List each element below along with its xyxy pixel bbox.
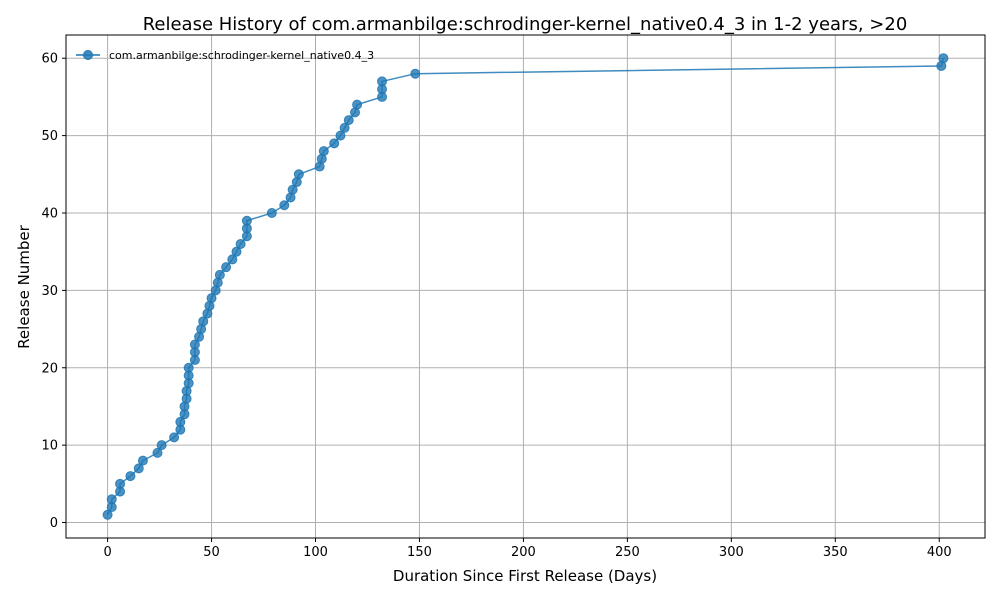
data-point bbox=[102, 509, 113, 520]
data-point bbox=[125, 471, 136, 482]
data-point bbox=[227, 254, 238, 265]
x-tick-label: 350 bbox=[823, 545, 848, 560]
data-point bbox=[287, 184, 298, 195]
grid-lines bbox=[66, 35, 985, 538]
data-point bbox=[115, 478, 126, 489]
plot-area-frame bbox=[65, 34, 986, 539]
data-point bbox=[352, 99, 363, 110]
data-point bbox=[377, 76, 388, 87]
data-point bbox=[133, 463, 144, 474]
x-tick-label: 300 bbox=[719, 545, 744, 560]
series-line bbox=[106, 58, 945, 516]
data-point bbox=[137, 455, 148, 466]
data-point bbox=[241, 215, 252, 226]
y-tick-label: 20 bbox=[41, 361, 58, 376]
x-axis-label: Duration Since First Release (Days) bbox=[393, 567, 657, 585]
x-tick-label: 150 bbox=[407, 545, 432, 560]
data-point bbox=[410, 68, 421, 79]
data-point bbox=[339, 122, 350, 133]
y-tick-label: 30 bbox=[41, 284, 58, 299]
y-axis-label: Release Number bbox=[15, 224, 33, 348]
data-point bbox=[175, 416, 186, 427]
legend-label: com.armanbilge:schrodinger-kernel_native… bbox=[109, 49, 374, 62]
y-tick-label: 10 bbox=[41, 439, 58, 454]
legend: com.armanbilge:schrodinger-kernel_native… bbox=[76, 49, 374, 62]
data-point bbox=[235, 238, 246, 249]
chart-title: Release History of com.armanbilge:schrod… bbox=[143, 14, 908, 35]
x-tick-label: 0 bbox=[103, 545, 111, 560]
data-point bbox=[198, 316, 209, 327]
data-point bbox=[183, 362, 194, 373]
data-point bbox=[189, 339, 200, 350]
data-point bbox=[231, 246, 242, 257]
data-point bbox=[329, 138, 340, 149]
data-point bbox=[214, 269, 225, 280]
x-axis-ticks: 0 50 100 150 200 250 300 350 400 bbox=[103, 538, 952, 560]
data-point bbox=[106, 494, 117, 505]
data-point bbox=[152, 447, 163, 458]
x-tick-label: 250 bbox=[615, 545, 640, 560]
data-point bbox=[938, 53, 949, 64]
data-point bbox=[221, 262, 232, 273]
data-point bbox=[318, 146, 329, 157]
legend-marker bbox=[83, 50, 93, 60]
data-point bbox=[156, 440, 167, 451]
data-point bbox=[343, 115, 354, 126]
y-tick-label: 50 bbox=[41, 129, 58, 144]
data-point bbox=[279, 200, 290, 211]
x-tick-label: 200 bbox=[511, 545, 536, 560]
y-axis-ticks: 0 10 20 30 40 50 60 bbox=[41, 52, 66, 531]
x-tick-label: 50 bbox=[203, 545, 220, 560]
data-point bbox=[206, 293, 217, 304]
x-tick-label: 400 bbox=[927, 545, 952, 560]
x-tick-label: 100 bbox=[303, 545, 328, 560]
plot-series bbox=[102, 53, 949, 520]
data-point bbox=[266, 207, 277, 218]
data-point bbox=[169, 432, 180, 443]
data-point bbox=[293, 169, 304, 180]
data-point bbox=[335, 130, 346, 141]
y-tick-label: 60 bbox=[41, 52, 58, 67]
y-tick-label: 0 bbox=[50, 516, 58, 531]
y-tick-label: 40 bbox=[41, 206, 58, 221]
